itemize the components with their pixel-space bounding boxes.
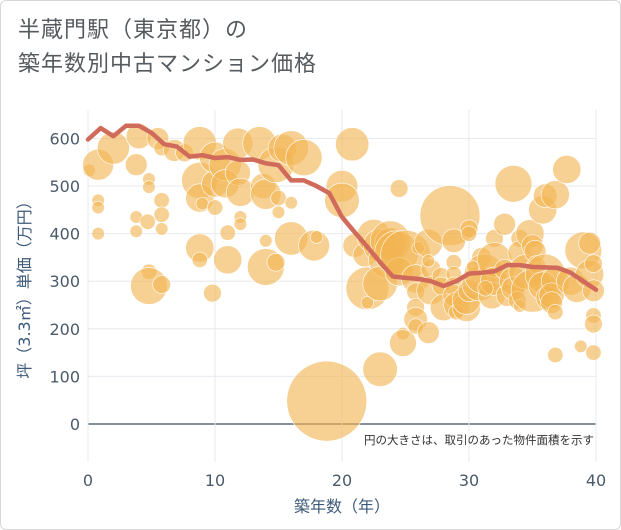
data-bubble [578,231,601,255]
data-bubble [96,131,130,165]
data-bubble [360,296,375,310]
chart-title-line1: 半蔵門駅（東京都）の [18,18,249,43]
y-axis-ticks: 0 100 200 300 400 500 600 [49,130,80,434]
data-bubble [547,304,564,321]
y-tick-label: 0 [70,415,80,434]
y-tick-label: 500 [49,177,80,196]
data-bubble [552,155,582,184]
data-bubble [493,212,516,236]
data-bubble [270,189,287,207]
data-bubble [585,344,602,361]
data-bubble [91,200,105,215]
x-tick-label: 10 [205,471,225,490]
data-bubble [233,217,248,231]
data-bubble [219,224,236,241]
data-bubble [286,360,368,442]
data-bubble [129,224,143,238]
data-bubble [547,346,564,364]
data-bubble [540,180,570,210]
y-tick-label: 300 [49,272,80,291]
data-bubble [389,179,409,198]
y-tick-label: 400 [49,225,80,244]
data-bubble [271,205,286,219]
x-tick-label: 30 [459,471,479,490]
x-axis-title: 築年数（年） [294,497,390,516]
y-tick-label: 100 [49,367,80,386]
data-bubble [389,329,417,357]
data-bubble [417,321,440,344]
data-bubble [203,283,222,303]
data-bubble [584,314,603,334]
x-axis-ticks: 0 10 20 30 40 [83,471,606,490]
y-tick-label: 200 [49,320,80,339]
data-bubble [335,127,370,162]
data-bubble [494,164,533,203]
data-bubble [309,230,324,244]
data-bubble [195,197,209,211]
data-bubble [152,275,171,294]
data-bubble [584,254,603,273]
data-bubble [266,252,286,272]
data-bubble [259,234,273,248]
data-bubble [206,199,224,216]
bubble-series [82,123,605,442]
data-bubble [155,222,169,236]
x-tick-label: 0 [83,471,93,490]
data-bubble [285,139,323,177]
data-bubble [362,351,398,387]
data-bubble [153,206,170,223]
data-bubble [139,213,156,230]
x-tick-label: 20 [332,471,352,490]
chart-title-line2: 築年数別中古マンション価格 [18,52,318,77]
data-bubble [191,251,208,268]
price-line-series [85,123,599,293]
y-tick-label: 600 [49,130,80,149]
data-bubble [284,196,298,210]
data-bubble [91,227,105,241]
data-bubble [460,225,478,242]
data-bubble [574,339,588,354]
data-bubble [125,153,148,176]
data-bubble [153,192,170,209]
data-bubble [421,254,435,268]
y-axis-title: 坪（3.3㎡）単価（万円） [15,193,34,378]
data-bubble [213,245,243,275]
x-tick-label: 40 [586,471,606,490]
data-bubble [225,177,255,207]
chart-title: 半蔵門駅（東京都）の 築年数別中古マンション価格 [18,14,317,82]
bubble-size-note: 円の大きさは、取引のあった物件面積を示す [364,433,594,447]
data-bubble [142,180,156,194]
data-bubble [477,280,494,297]
